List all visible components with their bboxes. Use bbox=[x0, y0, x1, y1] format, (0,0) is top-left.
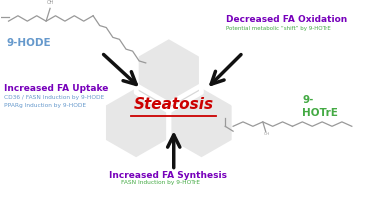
Polygon shape bbox=[169, 85, 234, 160]
Text: Decreased FA Oxidation: Decreased FA Oxidation bbox=[226, 15, 347, 24]
Text: PPARg Induction by 9-HODE: PPARg Induction by 9-HODE bbox=[3, 103, 86, 108]
Text: Steatosis: Steatosis bbox=[134, 97, 214, 112]
Text: Potential metabolic “shift” by 9-HOTrE: Potential metabolic “shift” by 9-HOTrE bbox=[226, 26, 331, 31]
Text: CD36 / FASN Induction by 9-HODE: CD36 / FASN Induction by 9-HODE bbox=[3, 95, 104, 100]
Text: 9-
HOTrE: 9- HOTrE bbox=[302, 95, 338, 118]
Polygon shape bbox=[103, 85, 169, 160]
Text: 9-HODE: 9-HODE bbox=[6, 38, 51, 48]
Polygon shape bbox=[136, 36, 201, 111]
Text: FASN Induction by 9-HOTrE: FASN Induction by 9-HOTrE bbox=[121, 180, 200, 185]
Text: Increased FA Synthesis: Increased FA Synthesis bbox=[109, 171, 228, 180]
Text: OH: OH bbox=[46, 0, 54, 5]
Text: Increased FA Uptake: Increased FA Uptake bbox=[3, 84, 108, 93]
Text: OH: OH bbox=[264, 132, 270, 136]
